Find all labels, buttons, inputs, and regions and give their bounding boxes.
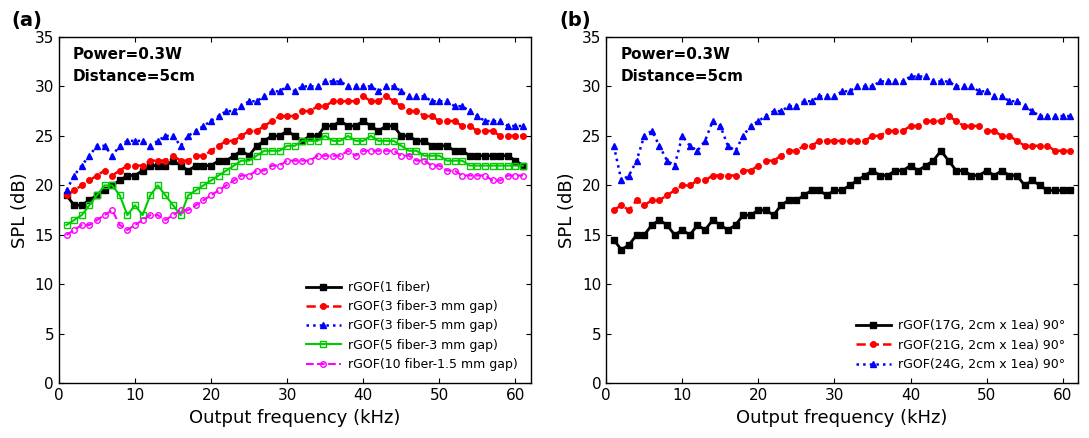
Y-axis label: SPL (dB): SPL (dB) bbox=[11, 172, 29, 248]
rGOF(3 fiber-5 mm gap) bbox=[516, 124, 529, 129]
rGOF(24G, 2cm x 1ea) 90° bbox=[858, 84, 871, 89]
Text: (a): (a) bbox=[12, 11, 42, 30]
rGOF(3 fiber-3 mm gap) bbox=[304, 109, 317, 114]
rGOF(21G, 2cm x 1ea) 90° bbox=[1011, 138, 1024, 144]
rGOF(3 fiber-3 mm gap) bbox=[516, 133, 529, 138]
rGOF(24G, 2cm x 1ea) 90° bbox=[615, 178, 628, 183]
rGOF(3 fiber-3 mm gap) bbox=[60, 193, 73, 198]
rGOF(24G, 2cm x 1ea) 90° bbox=[1064, 113, 1077, 119]
rGOF(24G, 2cm x 1ea) 90° bbox=[904, 74, 917, 79]
rGOF(10 fiber-1.5 mm gap) bbox=[304, 158, 317, 163]
rGOF(1 fiber) bbox=[68, 203, 81, 208]
rGOF(3 fiber-5 mm gap) bbox=[304, 84, 317, 89]
rGOF(5 fiber-3 mm gap) bbox=[60, 223, 73, 228]
rGOF(1 fiber) bbox=[334, 118, 347, 124]
rGOF(10 fiber-1.5 mm gap) bbox=[463, 173, 476, 178]
rGOF(5 fiber-3 mm gap) bbox=[342, 133, 355, 138]
rGOF(3 fiber-5 mm gap) bbox=[342, 84, 355, 89]
rGOF(10 fiber-1.5 mm gap) bbox=[342, 148, 355, 153]
rGOF(17G, 2cm x 1ea) 90° bbox=[934, 148, 947, 153]
rGOF(17G, 2cm x 1ea) 90° bbox=[721, 227, 734, 233]
rGOF(21G, 2cm x 1ea) 90° bbox=[1064, 148, 1077, 153]
rGOF(17G, 2cm x 1ea) 90° bbox=[608, 237, 621, 243]
Text: Power=0.3W
Distance=5cm: Power=0.3W Distance=5cm bbox=[73, 47, 196, 85]
rGOF(21G, 2cm x 1ea) 90° bbox=[767, 158, 780, 163]
rGOF(3 fiber-5 mm gap) bbox=[319, 79, 332, 84]
Y-axis label: SPL (dB): SPL (dB) bbox=[559, 172, 576, 248]
rGOF(21G, 2cm x 1ea) 90° bbox=[713, 173, 726, 178]
rGOF(3 fiber-5 mm gap) bbox=[151, 138, 164, 144]
rGOF(17G, 2cm x 1ea) 90° bbox=[774, 203, 787, 208]
rGOF(10 fiber-1.5 mm gap) bbox=[60, 232, 73, 237]
Text: Power=0.3W
Distance=5cm: Power=0.3W Distance=5cm bbox=[621, 47, 744, 85]
Line: rGOF(3 fiber-5 mm gap): rGOF(3 fiber-5 mm gap) bbox=[63, 78, 526, 194]
rGOF(24G, 2cm x 1ea) 90° bbox=[721, 143, 734, 148]
rGOF(17G, 2cm x 1ea) 90° bbox=[858, 173, 871, 178]
rGOF(3 fiber-3 mm gap) bbox=[151, 158, 164, 163]
rGOF(3 fiber-3 mm gap) bbox=[357, 94, 370, 99]
rGOF(24G, 2cm x 1ea) 90° bbox=[1018, 103, 1031, 109]
rGOF(1 fiber) bbox=[311, 133, 325, 138]
rGOF(3 fiber-5 mm gap) bbox=[60, 188, 73, 193]
X-axis label: Output frequency (kHz): Output frequency (kHz) bbox=[736, 409, 947, 427]
rGOF(21G, 2cm x 1ea) 90° bbox=[698, 178, 711, 183]
rGOF(10 fiber-1.5 mm gap) bbox=[151, 212, 164, 218]
rGOF(1 fiber) bbox=[60, 193, 73, 198]
Line: rGOF(21G, 2cm x 1ea) 90°: rGOF(21G, 2cm x 1ea) 90° bbox=[611, 113, 1073, 213]
rGOF(5 fiber-3 mm gap) bbox=[319, 133, 332, 138]
rGOF(21G, 2cm x 1ea) 90° bbox=[608, 208, 621, 213]
rGOF(5 fiber-3 mm gap) bbox=[463, 163, 476, 168]
rGOF(17G, 2cm x 1ea) 90° bbox=[1064, 188, 1077, 193]
Line: rGOF(24G, 2cm x 1ea) 90°: rGOF(24G, 2cm x 1ea) 90° bbox=[610, 73, 1074, 184]
Line: rGOF(10 fiber-1.5 mm gap): rGOF(10 fiber-1.5 mm gap) bbox=[64, 148, 526, 238]
Legend: rGOF(1 fiber), rGOF(3 fiber-3 mm gap), rGOF(3 fiber-5 mm gap), rGOF(5 fiber-3 mm: rGOF(1 fiber), rGOF(3 fiber-3 mm gap), r… bbox=[299, 275, 525, 377]
rGOF(24G, 2cm x 1ea) 90° bbox=[608, 143, 621, 148]
Line: rGOF(17G, 2cm x 1ea) 90°: rGOF(17G, 2cm x 1ea) 90° bbox=[611, 148, 1073, 253]
rGOF(5 fiber-3 mm gap) bbox=[220, 168, 233, 173]
rGOF(21G, 2cm x 1ea) 90° bbox=[942, 113, 955, 119]
rGOF(3 fiber-3 mm gap) bbox=[334, 99, 347, 104]
Line: rGOF(5 fiber-3 mm gap): rGOF(5 fiber-3 mm gap) bbox=[64, 133, 526, 228]
rGOF(5 fiber-3 mm gap) bbox=[304, 138, 317, 144]
rGOF(3 fiber-3 mm gap) bbox=[463, 124, 476, 129]
rGOF(1 fiber) bbox=[470, 153, 484, 158]
X-axis label: Output frequency (kHz): Output frequency (kHz) bbox=[189, 409, 401, 427]
rGOF(10 fiber-1.5 mm gap) bbox=[167, 212, 180, 218]
rGOF(3 fiber-3 mm gap) bbox=[220, 138, 233, 144]
Legend: rGOF(17G, 2cm x 1ea) 90°, rGOF(21G, 2cm x 1ea) 90°, rGOF(24G, 2cm x 1ea) 90°: rGOF(17G, 2cm x 1ea) 90°, rGOF(21G, 2cm … bbox=[849, 313, 1072, 377]
rGOF(3 fiber-5 mm gap) bbox=[167, 133, 180, 138]
rGOF(10 fiber-1.5 mm gap) bbox=[334, 153, 347, 158]
rGOF(1 fiber) bbox=[516, 163, 529, 168]
rGOF(1 fiber) bbox=[228, 153, 241, 158]
rGOF(1 fiber) bbox=[350, 124, 363, 129]
Text: (b): (b) bbox=[559, 11, 590, 30]
rGOF(10 fiber-1.5 mm gap) bbox=[516, 173, 529, 178]
rGOF(24G, 2cm x 1ea) 90° bbox=[774, 109, 787, 114]
rGOF(1 fiber) bbox=[159, 163, 172, 168]
rGOF(17G, 2cm x 1ea) 90° bbox=[615, 247, 628, 252]
Line: rGOF(1 fiber): rGOF(1 fiber) bbox=[64, 118, 526, 208]
rGOF(17G, 2cm x 1ea) 90° bbox=[889, 168, 902, 173]
rGOF(21G, 2cm x 1ea) 90° bbox=[881, 128, 894, 134]
rGOF(24G, 2cm x 1ea) 90° bbox=[889, 79, 902, 84]
rGOF(17G, 2cm x 1ea) 90° bbox=[706, 217, 719, 223]
Line: rGOF(3 fiber-3 mm gap): rGOF(3 fiber-3 mm gap) bbox=[64, 93, 526, 198]
rGOF(24G, 2cm x 1ea) 90° bbox=[706, 118, 719, 124]
rGOF(3 fiber-3 mm gap) bbox=[167, 153, 180, 158]
rGOF(5 fiber-3 mm gap) bbox=[167, 203, 180, 208]
rGOF(3 fiber-5 mm gap) bbox=[463, 109, 476, 114]
rGOF(1 fiber) bbox=[174, 163, 187, 168]
rGOF(17G, 2cm x 1ea) 90° bbox=[1018, 183, 1031, 188]
rGOF(5 fiber-3 mm gap) bbox=[516, 163, 529, 168]
rGOF(10 fiber-1.5 mm gap) bbox=[220, 183, 233, 188]
rGOF(5 fiber-3 mm gap) bbox=[151, 183, 164, 188]
rGOF(21G, 2cm x 1ea) 90° bbox=[851, 138, 864, 144]
rGOF(3 fiber-5 mm gap) bbox=[220, 109, 233, 114]
